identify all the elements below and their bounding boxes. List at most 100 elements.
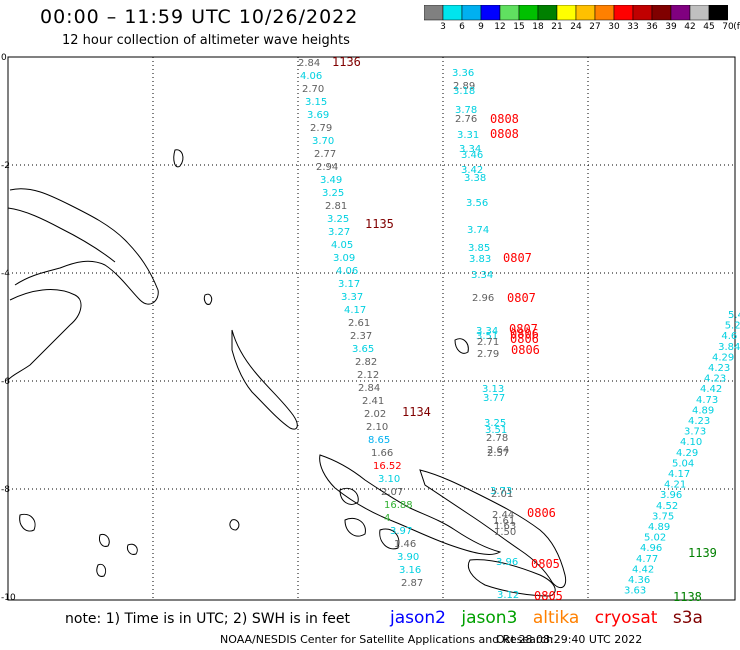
- colorbar-label: 15: [513, 22, 525, 32]
- swh-value: 1.61: [493, 516, 515, 527]
- swh-value: 4.42: [632, 564, 654, 575]
- credit-line: NOAA/NESDIS Center for Satellite Applica…: [220, 633, 554, 646]
- track-time-label: 0807: [503, 251, 532, 265]
- swh-value: 3.25: [322, 188, 344, 199]
- colorbar-label: 21: [551, 22, 563, 32]
- swh-value: 4.06: [336, 266, 358, 277]
- colorbar-label: 9: [478, 22, 484, 32]
- track-time-label: 0806: [510, 327, 539, 341]
- swh-value: 3.37: [341, 292, 363, 303]
- small-island-8: [203, 293, 213, 305]
- latitude-tick: -10: [1, 593, 16, 603]
- swh-value: 4.23: [704, 374, 726, 385]
- colorbar-label: 39: [665, 22, 677, 32]
- new-britain-south: [7, 207, 116, 263]
- swh-value: 3.25: [327, 214, 349, 225]
- swh-value: 3.69: [307, 110, 329, 121]
- swh-value: 3.51: [476, 331, 498, 342]
- legend-altika: altika: [532, 608, 580, 628]
- colorbar-label: 18: [532, 22, 544, 32]
- swh-value: 3.49: [320, 175, 342, 186]
- swh-value: 3.31: [457, 130, 479, 141]
- track-time-labels: 1136113511340808080808070807080708060806…: [332, 55, 717, 604]
- swh-value: 3.25: [484, 418, 506, 429]
- swh-value: 2.94: [316, 162, 338, 173]
- swh-value: 2.61: [348, 318, 370, 329]
- small-island-2: [454, 338, 469, 354]
- map-subtitle: 12 hour collection of altimeter wave hei…: [62, 33, 350, 48]
- colorbar-label: 45: [703, 22, 715, 32]
- swh-value: 4.23: [708, 363, 730, 374]
- track-time-label: 1138: [673, 590, 702, 604]
- swh-value: 4.36: [628, 575, 650, 586]
- swh-value: 4.6: [721, 331, 737, 342]
- swh-value: 2.02: [364, 409, 386, 420]
- swh-value: 2.87: [401, 578, 423, 589]
- track-time-label: 0805: [531, 557, 560, 571]
- swh-value: 1.63: [494, 521, 516, 532]
- track-time-label: 1136: [332, 55, 361, 69]
- track-time-label: 1135: [365, 217, 394, 231]
- swh-value: 4.42: [700, 384, 722, 395]
- swh-value: 3.97: [390, 526, 412, 537]
- generated-time: Oct 28 08:29:40 UTC 2022: [496, 633, 643, 646]
- swh-value: 3.85: [468, 243, 490, 254]
- swh-value: 3.16: [399, 565, 421, 576]
- swh-value: 1.66: [371, 448, 393, 459]
- swh-value: 4.29: [676, 448, 698, 459]
- swh-value: 3.12: [497, 590, 519, 601]
- swh-value: 3.18: [453, 86, 475, 97]
- legend-cryosat: cryosat: [594, 608, 658, 628]
- map-frame: [7, 56, 736, 601]
- swh-value: 2.64: [487, 445, 509, 456]
- swh-value: 3.38: [464, 173, 486, 184]
- new-ireland-coast: [231, 329, 298, 430]
- swh-track-a: 2.84 4.06 2.70 3.15 3.69 2.79 3.70 2.77 2.94 3.49…: [298, 58, 423, 589]
- swh-value: 4.29: [712, 352, 734, 363]
- swh-value: 3.83: [469, 254, 491, 265]
- swh-value: 3.78: [455, 105, 477, 116]
- swh-value: 3.34: [471, 270, 493, 281]
- colorbar-label: 12: [494, 22, 506, 32]
- swh-value: 3.17: [338, 279, 360, 290]
- swh-value: 2.82: [355, 357, 377, 368]
- swh-value: 3.63: [624, 586, 646, 597]
- small-island-3: [339, 487, 359, 505]
- swh-track-c: 5.45.24.63.844.294.234.234.424.734.894.2…: [624, 310, 740, 597]
- small-island-11: [229, 519, 240, 531]
- latitude-tick: -4: [1, 269, 10, 279]
- colorbar-label: 42: [684, 22, 696, 32]
- swh-value: 4.17: [344, 305, 366, 316]
- altimeter-map: 150153156159162165 0-2-4-6-8-10 2.844.06…: [1, 53, 740, 604]
- colorbar-label: (ft): [733, 22, 740, 32]
- map-title: 00:00 – 11:59 UTC 10/26/2022: [40, 6, 359, 28]
- swh-value: 2.41: [362, 396, 384, 407]
- colorbar-label: 27: [589, 22, 601, 32]
- swh-value: 2.12: [357, 370, 379, 381]
- swh-colorbar: [424, 5, 728, 21]
- track-time-label: 0808: [490, 112, 519, 126]
- track-time-label: 0807: [507, 291, 536, 305]
- swh-value: 2.81: [325, 201, 347, 212]
- swh-value: 3.84: [718, 342, 740, 353]
- swh-value: 4.96: [640, 543, 662, 554]
- swh-value: 2.44: [492, 510, 514, 521]
- swh-value: 5.02: [644, 533, 666, 544]
- graticule: [8, 57, 735, 600]
- swh-value: 3.73: [490, 486, 512, 497]
- track-time-label: 0808: [490, 127, 519, 141]
- swh-value: 3.74: [467, 225, 489, 236]
- colorbar-label: 30: [608, 22, 620, 32]
- latitude-tick: 0: [1, 53, 7, 63]
- small-island-7: [99, 533, 110, 547]
- small-island-5: [379, 528, 400, 550]
- latitude-tick: -8: [1, 485, 10, 495]
- swh-value: 3.56: [466, 198, 488, 209]
- track-time-label: 1134: [402, 405, 431, 419]
- swh-value: 3.34: [459, 144, 481, 155]
- swh-value: 3.51: [485, 425, 507, 436]
- swh-value: 2.57: [487, 448, 509, 459]
- track-time-label: 0806: [511, 343, 540, 357]
- small-island-9: [127, 543, 138, 555]
